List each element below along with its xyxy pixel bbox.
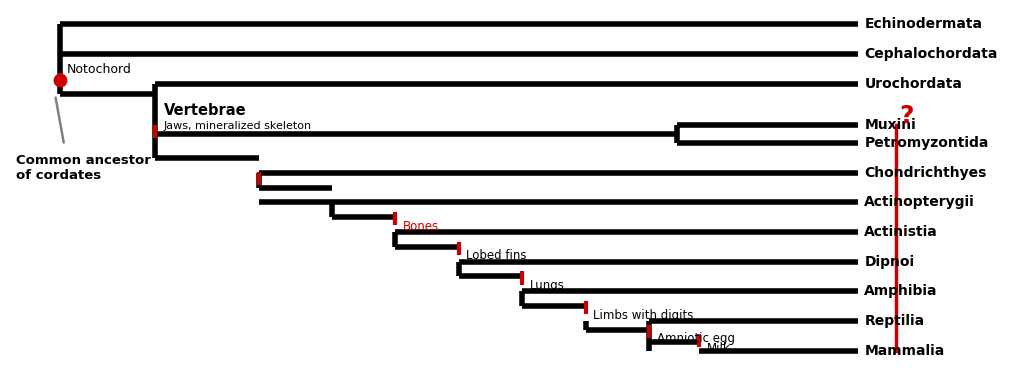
Text: Milk: Milk	[706, 342, 730, 355]
Text: Muxini: Muxini	[865, 118, 917, 132]
Text: Amphibia: Amphibia	[865, 284, 938, 298]
Text: Lobed fins: Lobed fins	[466, 249, 527, 262]
Text: Vertebrae: Vertebrae	[164, 103, 247, 118]
Text: Urochordata: Urochordata	[865, 77, 962, 91]
Text: Actinopterygii: Actinopterygii	[865, 195, 975, 209]
Text: Common ancestor
of cordates: Common ancestor of cordates	[16, 154, 151, 182]
Text: Bones: Bones	[403, 220, 438, 232]
Text: Actinistia: Actinistia	[865, 225, 938, 239]
Text: Amniotic egg: Amniotic egg	[657, 332, 735, 345]
Text: Petromyzontida: Petromyzontida	[865, 136, 989, 150]
Text: Reptilia: Reptilia	[865, 314, 925, 328]
Text: Notochord: Notochord	[67, 63, 132, 76]
Text: Chondrichthyes: Chondrichthyes	[865, 166, 987, 180]
Text: ?: ?	[899, 104, 915, 129]
Text: Echinodermata: Echinodermata	[865, 17, 983, 31]
Text: Mammalia: Mammalia	[865, 344, 945, 358]
Text: Jaws, mineralized skeleton: Jaws, mineralized skeleton	[164, 121, 312, 131]
Text: Cephalochordata: Cephalochordata	[865, 47, 998, 61]
Text: Dipnoi: Dipnoi	[865, 255, 915, 269]
Text: Lungs: Lungs	[530, 279, 564, 292]
Text: Limbs with digits: Limbs with digits	[593, 308, 693, 322]
